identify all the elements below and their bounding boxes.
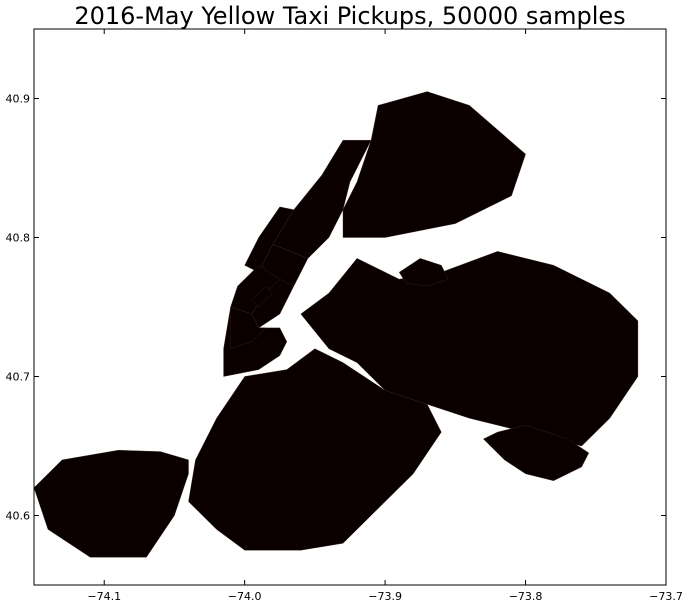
ticks-layer: −74.1 −74.0 −73.9 −73.8 −73.7 40.6 40.7 40.8 40.… bbox=[6, 29, 683, 603]
y-tick-label: 40.8 bbox=[6, 232, 31, 245]
x-tick-label: −73.8 bbox=[509, 590, 543, 603]
zones-layer bbox=[33, 91, 639, 558]
zone-manhattan-village bbox=[230, 306, 267, 349]
zone-staten-island bbox=[33, 449, 189, 558]
x-tick-label: −73.9 bbox=[368, 590, 402, 603]
x-tick-label: −74.1 bbox=[87, 590, 121, 603]
zone-jfk-airport bbox=[483, 424, 590, 481]
x-tick-label: −74.0 bbox=[228, 590, 262, 603]
x-tick-label: −73.7 bbox=[649, 590, 683, 603]
y-tick-label: 40.9 bbox=[6, 93, 31, 106]
zone-brooklyn bbox=[188, 348, 442, 551]
plot-frame bbox=[33, 28, 667, 586]
y-tick-label: 40.6 bbox=[6, 510, 31, 523]
zone-laguardia-airport bbox=[398, 258, 449, 287]
y-tick-label: 40.7 bbox=[6, 371, 31, 384]
zone-bronx bbox=[342, 91, 526, 238]
chart-title: 2016-May Yellow Taxi Pickups, 50000 samp… bbox=[74, 2, 625, 30]
zone-manhattan-midtown-core bbox=[251, 285, 274, 308]
